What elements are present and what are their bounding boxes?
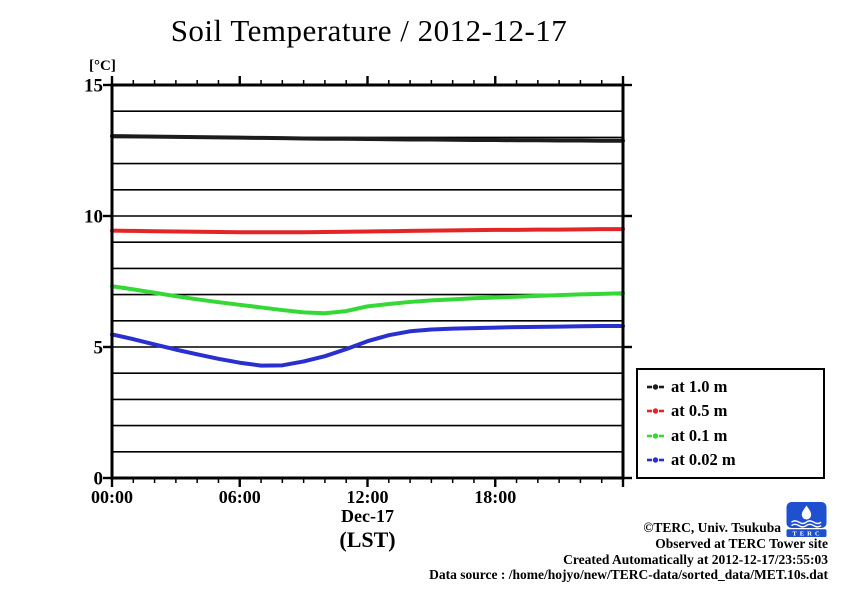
terc-logo-text: TERC	[792, 531, 822, 537]
wave-line-icon	[791, 520, 822, 525]
y-tick-label-15: 15	[84, 76, 103, 97]
series-line-at-0-02-m	[110, 324, 625, 368]
axis-ticks	[103, 76, 632, 487]
legend-item-label: at 1.0 m	[671, 377, 728, 397]
x-tick-label-06-00: 06:00	[219, 487, 261, 507]
y-tick-label-0: 0	[94, 469, 104, 490]
legend-item-label: at 0.02 m	[671, 449, 736, 469]
x-tick-label-12-00: 12:00	[347, 487, 389, 507]
legend-item-at-0-02-m: at 0.02 m	[647, 450, 817, 470]
gridlines	[112, 110, 623, 453]
legend-box: at 1.0 m at 0.5 m at 0.1 m at 0.02 m	[636, 368, 825, 479]
water-drop-icon	[801, 505, 812, 520]
footer-data-source: Data source : /home/hojyo/new/TERC-data/…	[429, 567, 828, 583]
legend-line-marker-icon	[647, 408, 664, 415]
terc-logo-band	[786, 529, 827, 537]
axis-tick-labels: 00:00 06:00 12:00 18:00 0 5 10 15	[84, 76, 516, 508]
y-axis-unit-label: [°C]	[89, 58, 116, 74]
y-tick-label-5: 5	[94, 338, 104, 359]
legend-line-marker-icon	[647, 384, 664, 390]
legend-item-at-0-5-m: at 0.5 m	[647, 401, 817, 421]
series-line-at-0-1-m	[110, 284, 625, 316]
legend-item-label: at 0.1 m	[671, 425, 728, 445]
footer-observed: Observed at TERC Tower site	[655, 535, 828, 551]
x-axis-timezone-label: (LST)	[339, 527, 396, 552]
series-line-at-0-5-m	[110, 227, 625, 235]
terc-logo: TERC	[786, 502, 827, 537]
legend-item-at-1-0-m: at 1.0 m	[647, 377, 817, 397]
legend-item-label: at 0.5 m	[671, 401, 728, 421]
series-line-at-1-0-m	[110, 134, 625, 143]
legend-line-marker-icon	[647, 432, 664, 439]
footer-copyright: ©TERC, Univ. Tsukuba	[643, 520, 781, 535]
x-tick-label-18-00: 18:00	[474, 487, 516, 507]
x-tick-label-00-00: 00:00	[91, 487, 133, 507]
legend-line-marker-icon	[647, 457, 664, 463]
x-axis-date-label: Dec-17	[341, 506, 394, 526]
footer-created: Created Automatically at 2012-12-17/23:5…	[563, 551, 828, 567]
chart-title: Soil Temperature / 2012-12-17	[170, 13, 568, 48]
legend-item-at-0-1-m: at 0.1 m	[647, 426, 817, 446]
y-tick-label-10: 10	[84, 207, 103, 228]
plot-border	[110, 83, 625, 480]
footer-credits: ©TERC, Univ. Tsukuba Observed at TERC To…	[429, 520, 828, 583]
wave-line-icon	[791, 523, 822, 528]
data-series	[110, 134, 625, 368]
